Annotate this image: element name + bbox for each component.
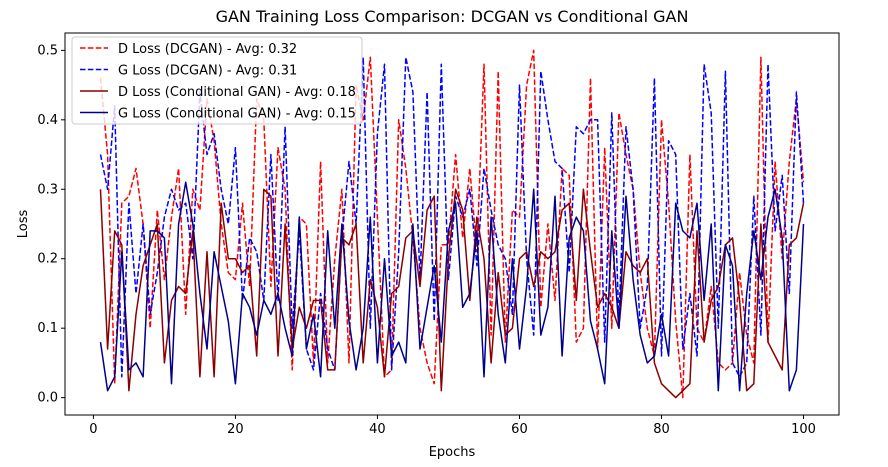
series-line-4	[99, 181, 805, 392]
y-tick-label: 0.2	[37, 252, 58, 267]
legend-label: G Loss (Conditional GAN) - Avg: 0.15	[118, 107, 356, 122]
x-tick-label: 100	[791, 422, 816, 437]
legend-label: D Loss (Conditional GAN) - Avg: 0.18	[118, 85, 356, 100]
legend: D Loss (DCGAN) - Avg: 0.32 G Loss (DCGAN)…	[71, 36, 363, 125]
x-tick-label: 20	[227, 422, 244, 437]
x-axis-ticks: 0 20 40 60 80 100	[89, 415, 816, 437]
x-axis-label: Epochs	[429, 445, 476, 460]
legend-label: D Loss (DCGAN) - Avg: 0.32	[118, 42, 297, 57]
plot-frame	[64, 32, 840, 416]
x-tick-label: 80	[653, 422, 670, 437]
y-tick-label: 0.5	[37, 43, 58, 58]
x-tick-label: 60	[511, 422, 528, 437]
y-tick-label: 0.0	[37, 391, 58, 406]
y-tick-label: 0.3	[37, 182, 58, 197]
legend-box	[71, 36, 363, 125]
series-line-2	[99, 56, 805, 378]
series-line-1	[99, 49, 805, 399]
y-axis-ticks: 0.0 0.1 0.2 0.3 0.4 0.5	[37, 43, 65, 406]
series-line-3	[99, 188, 805, 399]
y-tick-label: 0.4	[37, 113, 58, 128]
x-tick-label: 40	[369, 422, 386, 437]
y-axis-label: Loss	[16, 210, 31, 239]
x-tick-label: 0	[89, 422, 97, 437]
chart-title: GAN Training Loss Comparison: DCGAN vs C…	[216, 7, 689, 26]
y-tick-label: 0.1	[37, 321, 58, 336]
series-layer	[99, 49, 805, 399]
legend-label: G Loss (DCGAN) - Avg: 0.31	[118, 64, 297, 79]
